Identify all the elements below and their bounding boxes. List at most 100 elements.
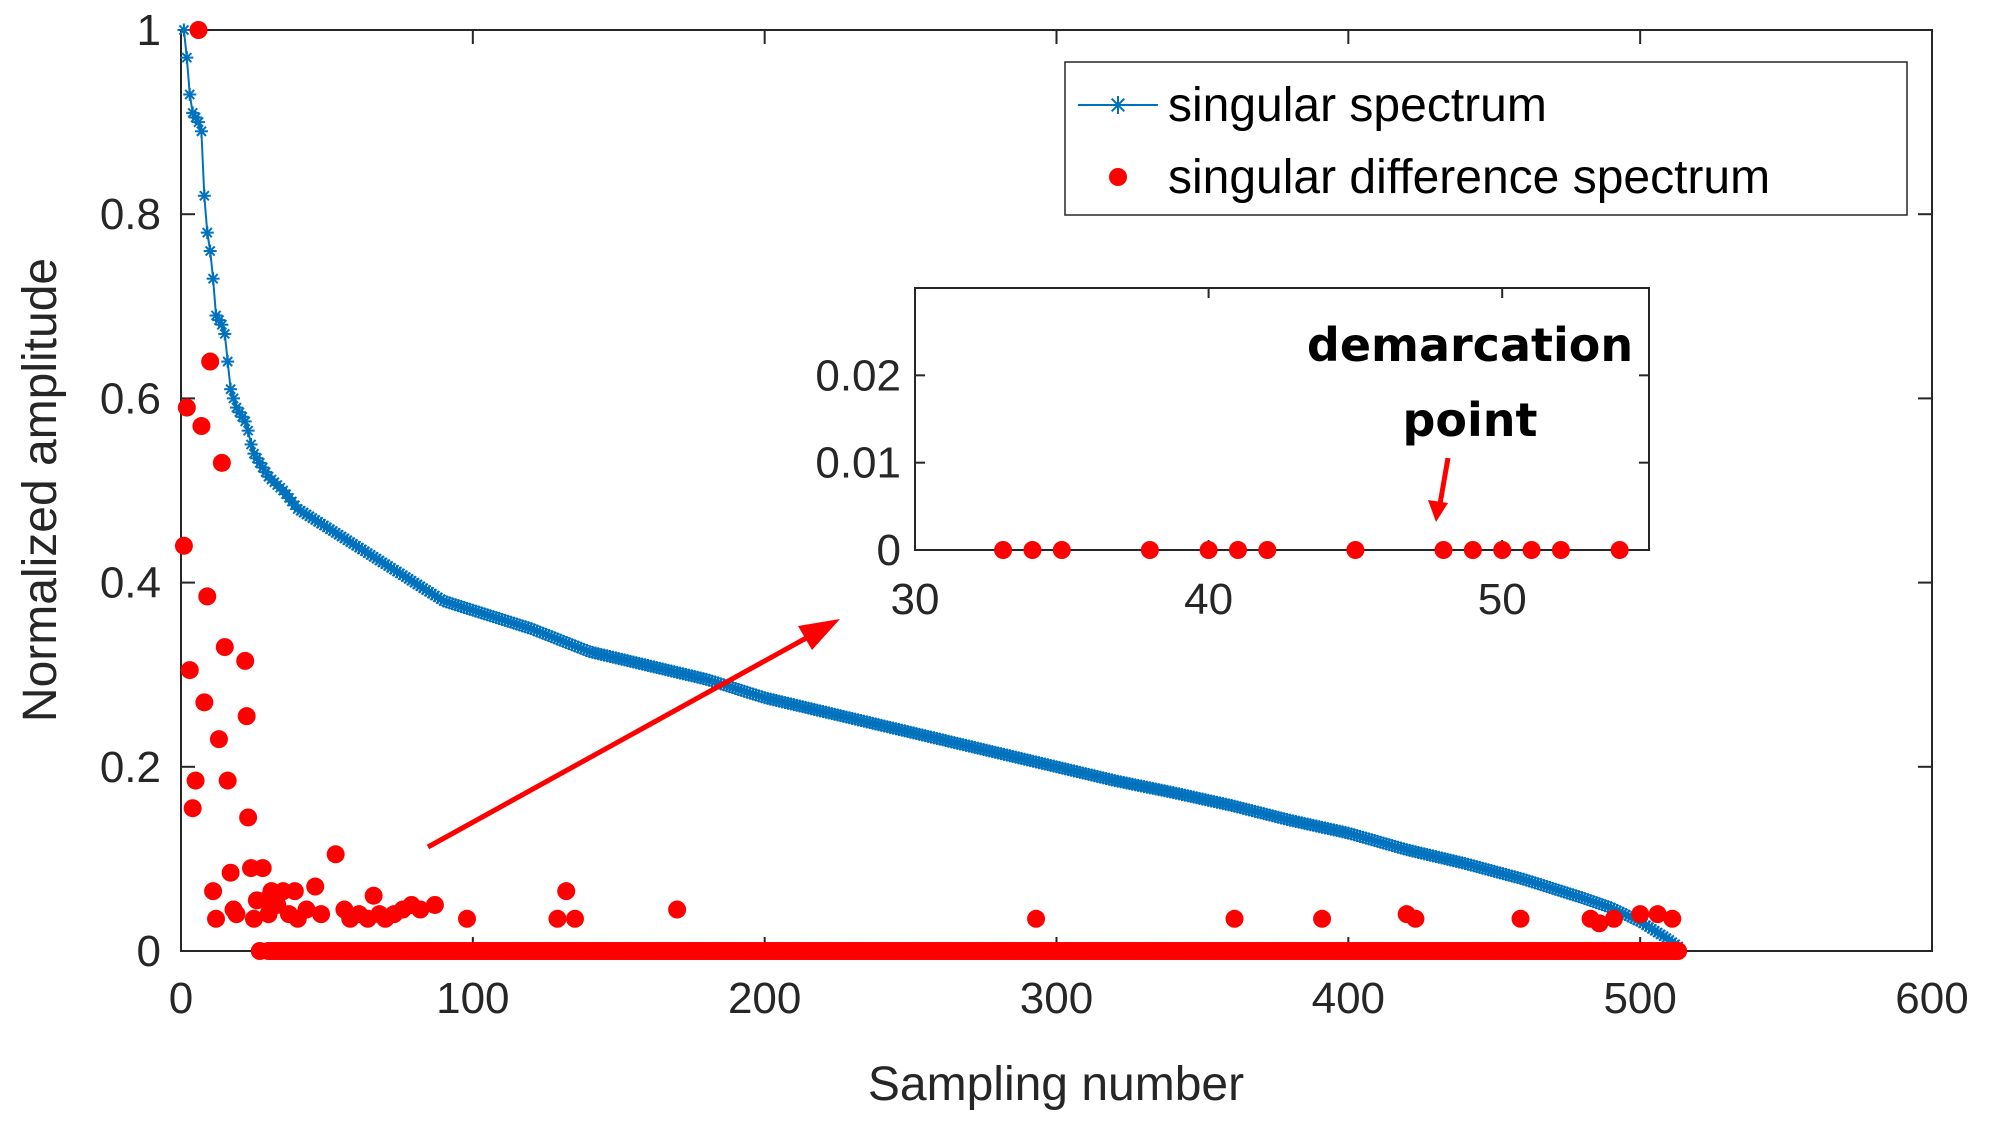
- difference-point: [1590, 914, 1609, 933]
- difference-point: [177, 398, 196, 417]
- difference-point: [312, 905, 331, 924]
- difference-point: [174, 536, 193, 555]
- x-tick-label: 0: [169, 974, 193, 1023]
- difference-point: [457, 909, 476, 928]
- annotation-arrow: [1428, 457, 1451, 522]
- difference-point: [209, 730, 228, 749]
- difference-point: [557, 882, 576, 901]
- difference-point: [201, 352, 220, 371]
- legend-box: [1064, 61, 1908, 216]
- difference-point: [1631, 905, 1650, 924]
- difference-point: [1225, 909, 1244, 928]
- x-tick-label: 600: [1895, 974, 1968, 1023]
- inset-difference-point: [1258, 541, 1277, 559]
- inset-difference-point: [1463, 541, 1482, 559]
- difference-point: [212, 453, 231, 472]
- difference-point: [239, 808, 258, 827]
- annotation-line1: demarcation: [1307, 318, 1633, 372]
- singular-spectrum-point: [177, 23, 191, 37]
- inset-difference-point: [1346, 541, 1365, 559]
- difference-point: [253, 859, 272, 878]
- difference-point: [227, 905, 246, 924]
- singular-spectrum-point: [183, 87, 197, 101]
- difference-point: [218, 771, 237, 790]
- singular-spectrum-point: [218, 327, 232, 341]
- singular-spectrum-point: [215, 318, 229, 332]
- difference-point: [1027, 909, 1046, 928]
- inset-y-tick-label: 0.01: [815, 439, 901, 488]
- inset-difference-point: [1199, 541, 1218, 559]
- difference-point: [204, 882, 223, 901]
- singular-spectrum-point: [227, 391, 241, 405]
- difference-point: [207, 909, 226, 928]
- legend-label-difference: singular difference spectrum: [1168, 151, 1770, 204]
- difference-point: [192, 417, 211, 436]
- singular-spectrum-series: [177, 23, 1685, 953]
- inset-difference-point: [1434, 541, 1453, 559]
- difference-point: [215, 638, 234, 657]
- inset-difference-point: [1228, 541, 1247, 559]
- difference-point: [1663, 909, 1682, 928]
- singular-spectrum-point: [197, 189, 211, 203]
- y-axis-label: Normalized amplitude: [14, 258, 67, 722]
- difference-point: [411, 900, 430, 919]
- inset-difference-point: [1052, 541, 1071, 559]
- singular-spectrum-point: [203, 244, 217, 258]
- inset-difference-point: [1140, 541, 1159, 559]
- y-tick-label: 1: [137, 6, 161, 55]
- difference-point: [1648, 905, 1667, 924]
- difference-point: [297, 900, 316, 919]
- inset-y-tick-label: 0: [877, 526, 901, 575]
- y-tick-label: 0.4: [100, 559, 161, 608]
- difference-point: [189, 21, 208, 39]
- singular-spectrum-point: [200, 226, 214, 240]
- difference-point: [244, 909, 263, 928]
- inset-x-tick-label: 30: [891, 575, 940, 624]
- x-axis-label: Sampling number: [868, 1058, 1244, 1111]
- singular-spectrum-point: [224, 382, 238, 396]
- difference-spectrum-series: [174, 21, 1688, 960]
- difference-point: [1604, 909, 1623, 928]
- difference-point: [326, 845, 345, 864]
- legend-dot-difference: [1109, 168, 1127, 186]
- inset-ticks: 30 40 50 0 0.01 0.02: [815, 288, 1649, 624]
- inset-x-tick-label: 40: [1184, 575, 1233, 624]
- singular-spectrum-point: [206, 272, 220, 286]
- inset-difference-point: [1522, 541, 1541, 559]
- difference-point: [198, 587, 217, 606]
- difference-point: [364, 886, 383, 905]
- singular-spectrum-point: [194, 124, 208, 138]
- difference-point: [1669, 942, 1688, 960]
- inset-difference-point: [994, 541, 1013, 559]
- x-tick-label: 300: [1020, 974, 1093, 1023]
- inset-plot-area: [914, 287, 1650, 551]
- x-tick-label: 100: [436, 974, 509, 1023]
- difference-point: [1406, 909, 1425, 928]
- difference-point: [1313, 909, 1332, 928]
- legend-star-marker: [1109, 96, 1127, 114]
- legend-star-glyph: [1109, 96, 1127, 114]
- difference-point: [195, 693, 214, 712]
- difference-point: [236, 651, 255, 670]
- inset-x-tick-label: 50: [1478, 575, 1527, 624]
- legend-label-singular: singular spectrum: [1168, 79, 1547, 132]
- singular-spectrum-point: [180, 51, 194, 65]
- legend: singular spectrum singular difference sp…: [1064, 61, 1908, 216]
- difference-point: [306, 877, 325, 896]
- x-tick-label: 500: [1603, 974, 1676, 1023]
- difference-point: [180, 661, 199, 680]
- inset-difference-point: [1610, 541, 1629, 559]
- inset-difference-point: [1023, 541, 1042, 559]
- annotation-line2: point: [1402, 393, 1537, 447]
- singular-spectrum-point: [241, 424, 255, 438]
- x-tick-label: 400: [1312, 974, 1385, 1023]
- zoom-arrow: [426, 619, 840, 850]
- inset-difference-point: [1551, 541, 1570, 559]
- difference-point: [237, 707, 256, 726]
- difference-point: [285, 882, 304, 901]
- difference-point: [1511, 909, 1530, 928]
- difference-point: [183, 799, 202, 818]
- difference-point: [668, 900, 687, 919]
